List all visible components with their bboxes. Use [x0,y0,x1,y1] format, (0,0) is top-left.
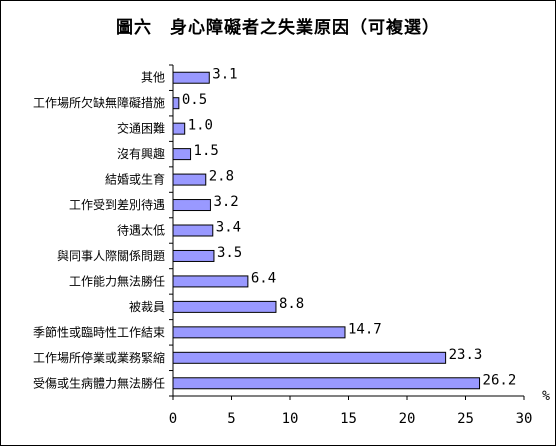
data-label: 0.5 [182,92,207,108]
bar [172,351,447,364]
data-label: 2.8 [209,169,234,185]
category-label: 被裁員 [129,300,165,314]
x-tick-label: 20 [399,411,416,427]
data-label: 6.4 [251,270,276,286]
data-label: 1.5 [194,143,219,159]
bar [172,275,249,288]
category-label: 沒有興趣 [117,146,165,161]
x-tick-label: 10 [282,411,299,427]
x-tick-label: 15 [340,411,357,427]
category-label: 工作受到差別待遇 [69,198,165,212]
bar [172,122,186,135]
data-label: 23.3 [449,347,483,363]
data-label: 3.2 [213,194,238,210]
data-label: 3.1 [212,67,237,83]
data-label: 14.7 [348,321,382,337]
category-label: 受傷或生病體力無法勝任 [33,375,165,390]
x-unit-label: % [542,389,550,404]
data-label: 1.0 [188,118,213,134]
category-label: 季節性或臨時性工作結束 [33,324,165,339]
bar [172,249,215,262]
x-tick-label: 0 [169,411,177,427]
bar [172,148,192,161]
category-label: 工作場所欠缺無障礙措施 [33,95,165,110]
category-label: 待遇太低 [117,223,165,238]
category-label: 工作場所停業或業務緊縮 [33,350,165,365]
bar [172,300,277,313]
bar [172,224,214,237]
category-label: 與同事人際關係問題 [57,249,165,263]
bar [172,199,211,212]
data-label: 8.8 [279,296,304,312]
category-label: 交通困難 [117,121,165,136]
bar [172,97,180,110]
bar [172,326,346,339]
category-label: 工作能力無法勝任 [69,273,165,288]
bar [172,173,207,186]
x-tick-label: 5 [227,411,235,427]
data-label: 3.4 [216,220,241,236]
chart-title: 圖六 身心障礙者之失業原因（可複選） [116,18,440,38]
x-tick-label: 30 [516,411,533,427]
data-label: 26.2 [483,372,517,388]
category-label: 其他 [141,71,165,85]
data-label: 3.5 [217,245,242,261]
x-tick-label: 25 [457,411,474,427]
bar [172,71,210,84]
category-label: 結婚或生育 [105,172,165,187]
bar [172,377,481,390]
